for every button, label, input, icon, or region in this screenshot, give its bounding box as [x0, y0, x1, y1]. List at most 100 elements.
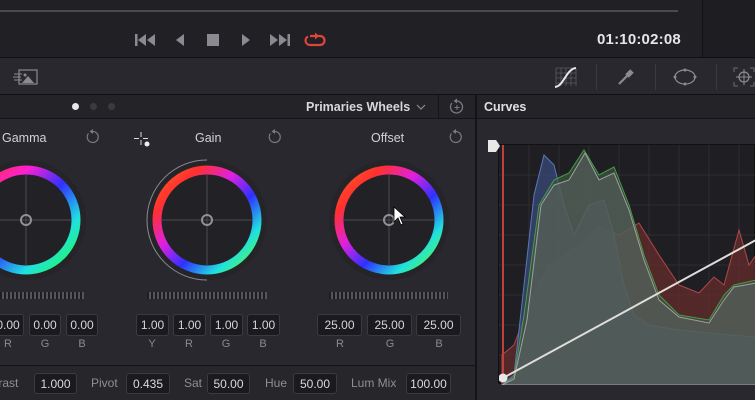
page-dot-2[interactable] [90, 103, 97, 110]
curves-icon [554, 67, 577, 88]
gain-b-value[interactable]: 1.00 [247, 314, 280, 336]
stop-icon [207, 34, 219, 46]
reset-icon [449, 98, 464, 114]
offset-wheel-title: Offset [371, 131, 405, 145]
gain-y-value[interactable]: 1.00 [136, 314, 169, 336]
reset-icon [449, 129, 462, 144]
gain-y-label: Y [148, 338, 156, 350]
page-dots [72, 103, 115, 110]
skip-back-icon [135, 34, 155, 46]
adjustment-bar: Contrast 1.000 Pivot 0.435 Sat 50.00 Hue… [0, 365, 475, 400]
offset-reset-button[interactable] [448, 129, 464, 145]
gamma-master-wheel[interactable] [0, 289, 98, 302]
offset-g-label: G [385, 338, 395, 350]
gain-b-label: B [259, 338, 267, 350]
power-window-icon [673, 68, 697, 86]
reverse-play-button[interactable] [169, 30, 191, 50]
curves-panel-header: Curves [477, 95, 755, 119]
offset-b-value[interactable]: 25.00 [416, 314, 461, 336]
gain-reset-button[interactable] [267, 129, 283, 145]
gamma-g-value[interactable]: 0.00 [29, 314, 61, 336]
play-icon [242, 34, 250, 46]
offset-r-value[interactable]: 25.00 [317, 314, 362, 336]
go-to-end-button[interactable] [269, 30, 291, 50]
gamma-wheel-title: Gamma [2, 131, 47, 145]
tracker-icon [733, 67, 755, 87]
gamma-g-label: G [40, 338, 50, 350]
skip-forward-icon [270, 34, 290, 46]
color-wheel-graphic [0, 160, 86, 280]
loop-icon [304, 32, 326, 47]
contrast-field[interactable]: 1.000 [34, 373, 77, 394]
stop-button[interactable] [202, 30, 224, 50]
gamma-b-value[interactable]: 0.00 [66, 314, 98, 336]
mouse-cursor [393, 206, 407, 226]
transport-side-panel [702, 0, 755, 57]
offset-master-wheel[interactable] [315, 289, 462, 302]
wheels-mode-label: Primaries Wheels [306, 100, 411, 114]
toolbar-divider [716, 64, 717, 90]
gamma-r-value[interactable]: 0.00 [0, 314, 24, 336]
handle-marker-icon [488, 140, 500, 152]
toolbar-divider [596, 64, 597, 90]
transport-bar: 01:10:02:08 [0, 0, 755, 57]
tracker-button[interactable] [731, 65, 755, 89]
lum-mix-label: Lum Mix [351, 376, 397, 390]
viewer-scrubber[interactable] [0, 10, 678, 12]
curves-tool-button[interactable] [553, 65, 579, 89]
gain-r-value[interactable]: 1.00 [173, 314, 206, 336]
color-wheel-graphic [146, 159, 267, 281]
page-dot-1[interactable] [72, 103, 79, 110]
wheels-panel-header: Primaries Wheels [0, 95, 475, 119]
picker-button[interactable] [133, 131, 151, 149]
loop-button[interactable] [304, 30, 326, 50]
wheels-mode-dropdown[interactable]: Primaries Wheels [306, 98, 426, 116]
page-dot-3[interactable] [108, 103, 115, 110]
pivot-field[interactable]: 0.435 [126, 373, 170, 394]
gamma-color-wheel[interactable] [0, 158, 88, 282]
hue-label: Hue [265, 376, 288, 390]
gamma-reset-button[interactable] [85, 129, 101, 145]
curves-panel: Curves [477, 95, 755, 400]
gain-g-label: G [221, 338, 231, 350]
play-reverse-icon [176, 34, 184, 46]
reset-icon [268, 129, 281, 144]
offset-g-value[interactable]: 25.00 [367, 314, 412, 336]
gain-master-wheel[interactable] [133, 289, 281, 302]
curves-histogram [498, 145, 755, 386]
color-wheel-graphic [329, 160, 449, 280]
qualifier-eyedropper-icon [618, 69, 634, 85]
gain-g-value[interactable]: 1.00 [210, 314, 243, 336]
sat-field[interactable]: 50.00 [207, 373, 250, 394]
gallery-still-icon [13, 69, 38, 85]
crosshair-picker-icon [134, 132, 150, 147]
gallery-button[interactable] [13, 65, 39, 89]
chevron-down-icon [416, 104, 426, 110]
gain-color-wheel[interactable] [145, 158, 269, 282]
color-wheels-panel: Primaries Wheels Gamma 0.00 0.00 0.00 R … [0, 95, 475, 400]
pivot-label: Pivot [91, 376, 118, 390]
gamma-b-label: B [78, 338, 86, 350]
gamma-r-label: R [4, 338, 12, 350]
play-button[interactable] [235, 30, 257, 50]
offset-color-wheel[interactable] [327, 158, 451, 282]
lum-mix-field[interactable]: 100.00 [406, 373, 451, 394]
gain-r-label: R [185, 338, 193, 350]
arrow-cursor-icon [393, 206, 407, 226]
reset-all-wheels-button[interactable] [448, 98, 466, 116]
offset-b-label: B [435, 338, 443, 350]
hue-field[interactable]: 50.00 [293, 373, 337, 394]
sat-label: Sat [184, 376, 203, 390]
contrast-label: Contrast [0, 376, 19, 390]
go-to-start-button[interactable] [134, 30, 156, 50]
toolbar-divider [655, 64, 656, 90]
gain-wheel-title: Gain [195, 131, 222, 145]
timecode-display: 01:10:02:08 [597, 31, 681, 48]
window-button[interactable] [672, 65, 698, 89]
curves-title: Curves [484, 100, 527, 114]
qualifier-button[interactable] [613, 65, 639, 89]
curves-graph[interactable] [498, 144, 755, 386]
header-divider [438, 95, 439, 119]
reset-icon [86, 129, 99, 144]
curve-top-handle[interactable] [487, 139, 501, 153]
